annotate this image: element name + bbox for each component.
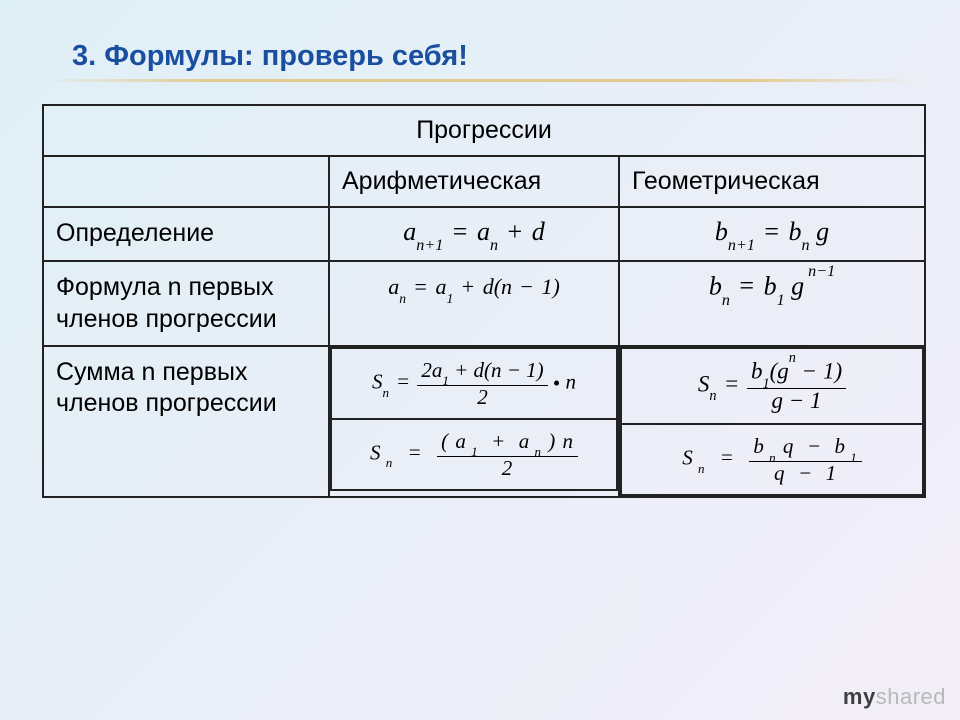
watermark-shared: shared [876, 684, 946, 709]
row-label-definition: Определение [43, 207, 329, 261]
table-header-arith: Арифметическая [329, 156, 619, 207]
table-row: Формула n первых членов прогрессии an = … [43, 261, 925, 346]
table-row: Арифметическая Геометрическая [43, 156, 925, 207]
table-row: Определение an+1 = an + d bn+1 = bn g [43, 207, 925, 261]
table-header-geom: Геометрическая [619, 156, 925, 207]
table-row: Сумма n первых членов прогрессии Sn = 2a… [43, 346, 925, 497]
watermark: myshared [843, 684, 946, 710]
table-header-empty [43, 156, 329, 207]
slide-title: 3. Формулы: проверь себя! [72, 40, 918, 73]
formula-geom-nth-term: bn = b1 g n−1 [619, 261, 925, 346]
row-label-nth-term: Формула n первых членов прогрессии [43, 261, 329, 346]
slide: 3. Формулы: проверь себя! Прогрессии Ари… [0, 0, 960, 720]
table-header-main: Прогрессии [43, 105, 925, 156]
formula-arith-sum: Sn = 2a1 + d(n − 1)2 • n S n = ( a 1 + a… [329, 346, 619, 497]
formula-arith-definition: an+1 = an + d [329, 207, 619, 261]
formula-arith-nth-term: an = a1 + d(n − 1) [329, 261, 619, 346]
table-row: Прогрессии [43, 105, 925, 156]
watermark-my: my [843, 684, 876, 709]
title-underline [42, 79, 918, 82]
formula-geom-definition: bn+1 = bn g [619, 207, 925, 261]
row-label-sum: Сумма n первых членов прогрессии [43, 346, 329, 497]
formulas-table: Прогрессии Арифметическая Геометрическая… [42, 104, 926, 498]
formula-geom-sum: Sn = b1(gn − 1)g − 1 S n = b n q − b 1q … [619, 346, 925, 497]
